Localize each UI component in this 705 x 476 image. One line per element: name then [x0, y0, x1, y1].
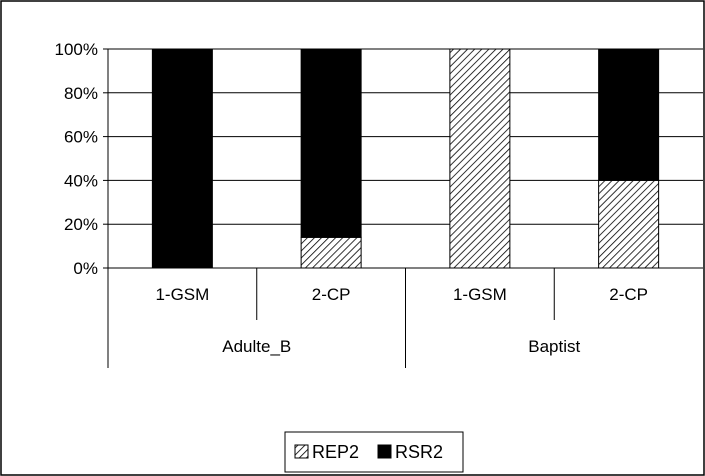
legend: REP2 RSR2: [284, 431, 464, 473]
y-tick-label: 0%: [73, 259, 98, 278]
bar-rsr2: [598, 48, 660, 181]
bar-rep2: [598, 179, 660, 269]
bar-rep2: [449, 48, 511, 269]
legend-swatch-rep2: [294, 444, 309, 459]
x-axis-labels: 1-GSM 2-CP 1-GSM 2-CP Adulte_B Baptist: [107, 268, 648, 368]
y-axis-ticks: 0% 20% 40% 60% 80% 100%: [55, 40, 108, 278]
bar-rsr2: [300, 48, 362, 238]
bar-rsr2: [151, 48, 213, 269]
x-category-label: 1-GSM: [453, 285, 507, 304]
y-tick-label: 100%: [55, 40, 98, 59]
x-category-label: 1-GSM: [155, 285, 209, 304]
y-tick-label: 40%: [64, 171, 98, 190]
legend-label-rep2: REP2: [312, 442, 359, 462]
x-category-label: 2-CP: [609, 285, 648, 304]
y-tick-label: 80%: [64, 84, 98, 103]
legend-label-rsr2: RSR2: [395, 442, 443, 462]
x-group-label: Adulte_B: [222, 337, 291, 356]
y-tick-label: 20%: [64, 215, 98, 234]
y-tick-label: 60%: [64, 128, 98, 147]
x-group-label: Baptist: [528, 337, 580, 356]
bar-rep2: [300, 236, 362, 269]
legend-swatch-rsr2: [377, 444, 392, 459]
legend-box: [284, 431, 464, 473]
x-category-label: 2-CP: [312, 285, 351, 304]
bars: [151, 48, 660, 269]
